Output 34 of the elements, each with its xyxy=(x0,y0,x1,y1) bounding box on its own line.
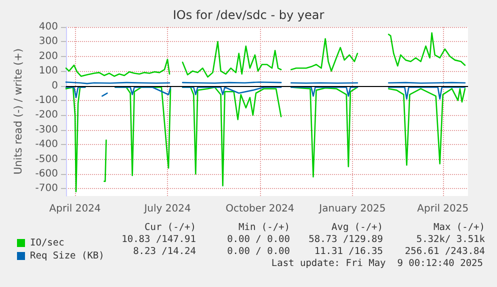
text: 10.83 /147.91 xyxy=(122,234,196,245)
y-tick-label: 400 xyxy=(38,22,58,32)
text: 5.32k/ 3.51k xyxy=(416,234,485,245)
y-tick-label: -700 xyxy=(35,183,58,194)
text: 0.00 / 0.00 xyxy=(227,234,290,245)
x-tick-label: October 2024 xyxy=(226,204,294,214)
x-tick-label: April 2024 xyxy=(49,204,101,214)
x-tick-label: July 2024 xyxy=(143,204,191,214)
x-tick-label: January 2025 xyxy=(318,204,386,214)
text: Cur (-/+) xyxy=(144,222,196,233)
chart-title: IOs for /dev/sdc - by year xyxy=(172,8,324,22)
y-tick-label: 100 xyxy=(38,66,58,77)
text: Max (-/+) xyxy=(434,222,485,233)
y-tick-label: -500 xyxy=(35,154,58,165)
y-tick-label: -100 xyxy=(35,94,58,106)
y-tick-label: -200 xyxy=(35,110,58,121)
y-tick-label: -600 xyxy=(35,168,58,180)
legend-label: Req Size (KB) xyxy=(30,250,104,262)
text: Last update: Fri May 9 00:12:40 2025 xyxy=(271,258,483,269)
y-tick-label: 0 xyxy=(52,80,58,92)
y-tick-label: -300 xyxy=(35,124,58,136)
x-tick-label: April 2025 xyxy=(417,204,469,214)
y-tick-label: 200 xyxy=(38,50,58,62)
text: 8.23 /14.24 xyxy=(133,246,196,257)
text: 0.00 / 0.00 xyxy=(227,246,290,257)
text: 256.61 /243.84 xyxy=(404,246,485,257)
y-tick-label: -400 xyxy=(35,139,58,150)
y-axis-title: Units read (-) / write (+) xyxy=(12,48,24,175)
text: 11.31 /16.35 xyxy=(314,246,383,257)
text: 58.73 /129.89 xyxy=(308,234,383,245)
y-tick-label: 300 xyxy=(38,36,58,48)
legend-label: IO/sec xyxy=(30,238,64,248)
text: Min (-/+) xyxy=(238,222,290,233)
text: Avg (-/+) xyxy=(332,222,383,233)
